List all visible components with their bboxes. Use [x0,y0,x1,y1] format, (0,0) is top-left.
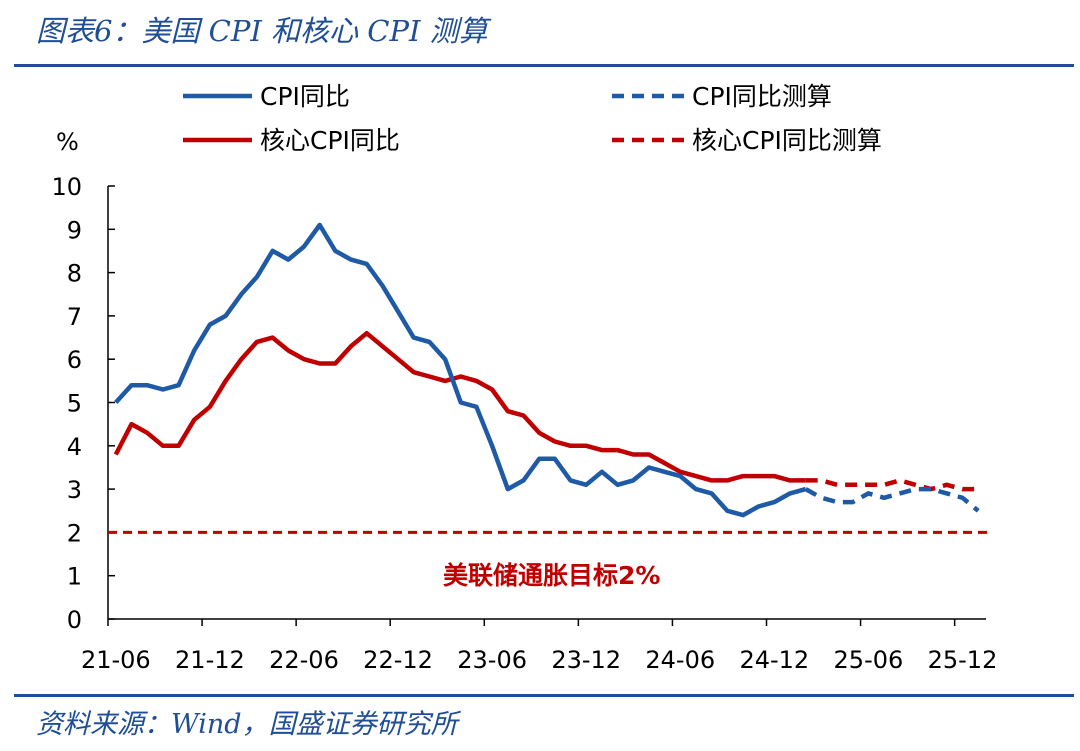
y-tick-label: 9 [67,216,82,244]
figure-title: 图表6：美国 CPI 和核心 CPI 测算 [36,14,488,48]
source-note: 资料来源：Wind，国盛证券研究所 [36,709,458,740]
y-tick-label: 2 [67,519,82,547]
y-tick-label: 5 [67,390,82,418]
y-tick-label: 3 [67,476,82,504]
chart-axes: 0 1 2 3 4 5 6 7 8 9 10 21-06 21-12 22-06 22-12 23-06 23-… [51,173,997,674]
x-tick-label: 24-12 [739,646,809,674]
x-tick-label: 21-06 [81,646,151,674]
bottom-rule [14,694,1074,697]
x-tick-label: 24-06 [645,646,715,674]
y-tick-label: 8 [67,260,82,288]
y-tick-label: 10 [51,173,82,201]
y-tick-label: 1 [67,563,82,591]
target-annotation: 美联储通胀目标2% [443,561,660,590]
series-group [113,222,980,518]
series-line-2 [113,330,806,483]
legend-label-0: CPI同比 [260,82,350,111]
legend-label-1: CPI同比测算 [692,82,832,111]
x-tick-label: 22-12 [363,646,433,674]
top-rule [14,64,1074,67]
x-tick-label: 23-12 [551,646,621,674]
x-tick-label: 21-12 [175,646,245,674]
y-tick-label: 6 [67,346,82,374]
y-axis-label: % [56,128,79,156]
x-tick-label: 23-06 [457,646,527,674]
series-line-1 [804,486,980,513]
x-tick-label: 25-12 [928,646,998,674]
y-tick-label: 4 [67,433,82,461]
y-tick-label: 7 [67,303,82,331]
x-tick-label: 25-06 [834,646,904,674]
x-tick-label: 22-06 [269,646,339,674]
legend-label-3: 核心CPI同比测算 [692,126,882,155]
y-tick-label: 0 [67,606,82,634]
series-line-0 [114,222,807,518]
legend-label-2: 核心CPI同比 [260,126,400,155]
series-line-3 [805,478,979,492]
